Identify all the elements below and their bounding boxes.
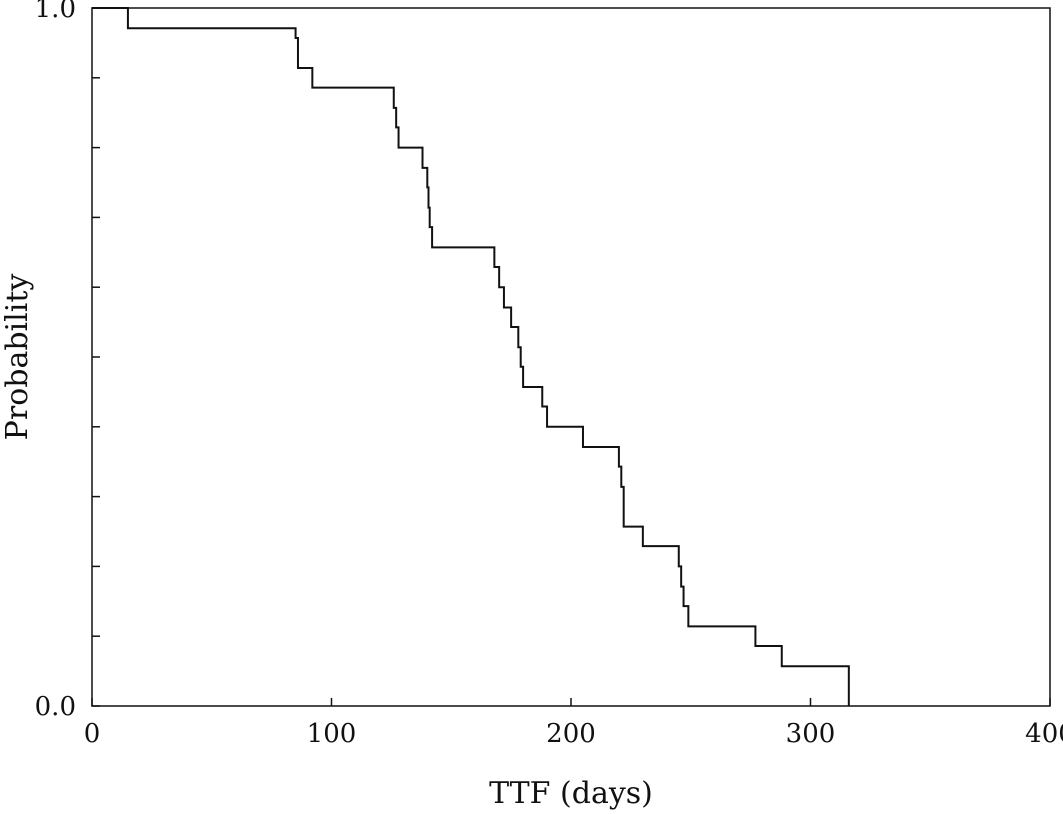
x-tick-label: 300 xyxy=(786,719,836,749)
y-tick-label: 0.0 xyxy=(35,692,76,722)
y-tick-label: 1.0 xyxy=(35,0,76,24)
x-axis-title: TTF (days) xyxy=(489,776,653,811)
y-axis: 0.0 1.0 xyxy=(35,0,100,722)
x-tick-label: 100 xyxy=(307,719,357,749)
x-tick-label: 400 xyxy=(1025,719,1063,749)
x-tick-label: 0 xyxy=(84,719,101,749)
x-tick-label: 200 xyxy=(546,719,596,749)
x-axis: 0 100 200 300 400 xyxy=(84,698,1063,749)
y-axis-title: Probability xyxy=(0,274,35,441)
survival-step-line xyxy=(92,7,850,706)
plot-area-frame xyxy=(91,7,1051,707)
